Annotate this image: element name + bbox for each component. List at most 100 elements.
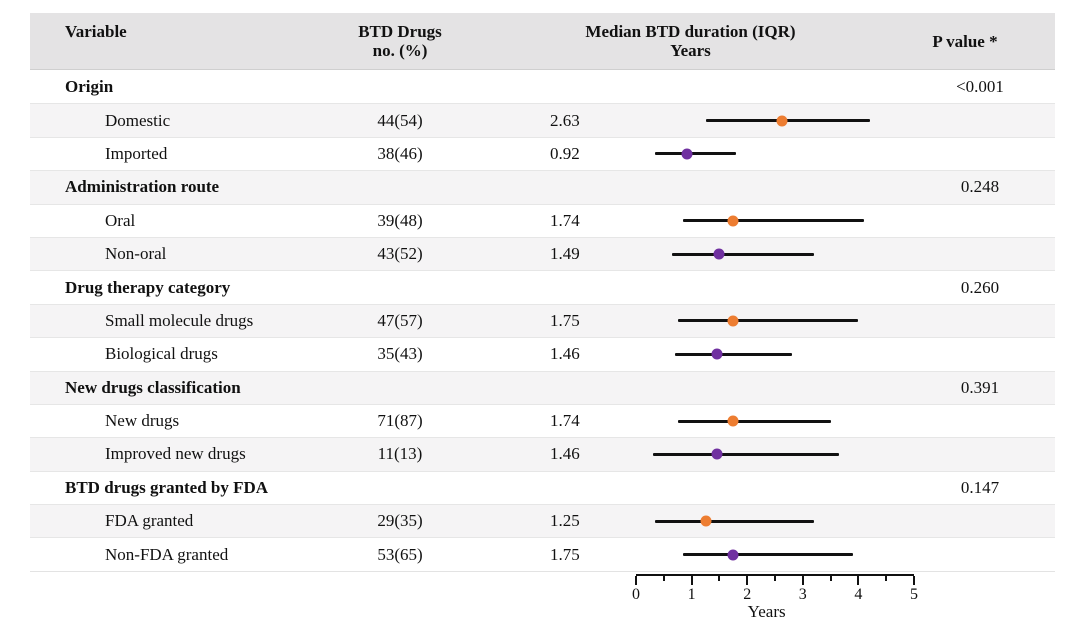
item-label: Domestic — [105, 110, 171, 130]
item-label: FDA granted — [105, 511, 194, 531]
iqr-bar — [677, 419, 831, 423]
p-value: 0.260 — [960, 277, 1000, 297]
plot-scale — [636, 238, 914, 270]
count-value: 35(43) — [377, 344, 423, 364]
x-axis-title: Years — [747, 601, 786, 621]
item-label: Non-FDA granted — [105, 544, 229, 564]
median-value: 0.92 — [550, 143, 580, 163]
iqr-bar — [672, 252, 814, 256]
x-axis-tick — [885, 575, 888, 581]
median-dot — [727, 549, 739, 561]
group-label: Administration route — [65, 177, 220, 197]
x-axis-tick-label: 3 — [798, 585, 807, 603]
iqr-bar — [683, 553, 853, 557]
iqr-bar — [652, 452, 839, 456]
header-btd-drugs-line2: no. (%) — [372, 41, 428, 60]
x-axis-tick-label: 2 — [743, 585, 752, 603]
median-dot — [681, 148, 693, 160]
median-value: 1.46 — [550, 444, 580, 464]
iqr-bar — [683, 219, 864, 223]
plot-cell — [610, 538, 925, 570]
group-row: Drug therapy category 0.260 — [30, 270, 1055, 304]
plot-cell — [610, 472, 925, 504]
group-row: Administration route 0.248 — [30, 170, 1055, 204]
header-btd-drugs: BTD Drugs no. (%) — [330, 13, 470, 69]
plot-cell — [610, 338, 925, 370]
median-dot — [727, 315, 739, 327]
plot-scale — [636, 338, 914, 370]
plot-scale — [636, 438, 914, 470]
median-value: 1.25 — [550, 511, 580, 531]
plot-scale — [636, 405, 914, 437]
x-axis-line — [636, 573, 914, 576]
x-axis-tick-label: 0 — [632, 585, 640, 603]
p-value: 0.248 — [960, 177, 1000, 197]
item-label: Small molecule drugs — [105, 310, 254, 330]
median-value: 1.74 — [550, 210, 580, 230]
item-row: Domestic 44(54) 2.63 — [30, 103, 1055, 137]
x-axis-tick-label: 5 — [910, 585, 918, 603]
group-row: BTD drugs granted by FDA 0.147 — [30, 470, 1055, 505]
header-median-duration: Median BTD duration (IQR) Years — [470, 13, 925, 69]
x-axis-tick-label: 4 — [854, 585, 863, 603]
count-value: 38(46) — [377, 143, 423, 163]
x-axis-tick — [718, 575, 721, 581]
group-label: New drugs classification — [65, 377, 241, 397]
p-value: <0.001 — [956, 76, 1004, 96]
header-variable: Variable — [65, 22, 127, 41]
item-label: Imported — [105, 143, 168, 163]
plot-cell — [610, 104, 925, 136]
p-value: 0.147 — [960, 477, 1000, 497]
median-dot — [776, 115, 788, 127]
group-row: New drugs classification 0.391 — [30, 370, 1055, 404]
median-value: 1.46 — [550, 344, 580, 364]
group-label: BTD drugs granted by FDA — [65, 477, 269, 497]
x-axis-tick — [690, 575, 693, 585]
plot-cell — [610, 171, 925, 203]
count-value: 53(65) — [377, 544, 423, 564]
median-value: 1.75 — [550, 310, 580, 330]
median-value: 1.74 — [550, 411, 580, 431]
x-axis: Years 0 1 2 3 4 5 — [632, 573, 918, 634]
count-value: 11(13) — [377, 444, 423, 464]
iqr-bar — [655, 152, 737, 156]
count-value: 44(54) — [377, 110, 423, 130]
median-value: 1.49 — [550, 244, 580, 264]
group-label: Origin — [65, 76, 114, 96]
header-btd-drugs-line1: BTD Drugs — [358, 22, 442, 41]
iqr-bar — [674, 352, 792, 356]
x-axis-area: Years 0 1 2 3 4 5 — [30, 572, 1055, 636]
count-value: 47(57) — [377, 310, 423, 330]
plot-scale — [636, 305, 914, 337]
item-row: New drugs 71(87) 1.74 — [30, 403, 1055, 438]
median-value: 1.75 — [550, 544, 580, 564]
x-axis-tick — [913, 575, 915, 585]
x-axis-tick — [746, 575, 749, 585]
iqr-bar — [655, 519, 814, 523]
plot-scale — [636, 104, 914, 136]
item-row: Non-FDA granted 53(65) 1.75 — [30, 537, 1055, 571]
plot-scale — [636, 505, 914, 537]
item-row: Small molecule drugs 47(57) 1.75 — [30, 303, 1055, 338]
count-value: 43(52) — [377, 244, 423, 264]
plot-scale — [636, 538, 914, 570]
median-dot — [727, 215, 739, 227]
item-row: Biological drugs 35(43) 1.46 — [30, 337, 1055, 371]
x-axis-tick — [774, 575, 776, 581]
plot-cell — [610, 405, 925, 437]
count-value: 29(35) — [377, 511, 423, 531]
median-value: 2.63 — [550, 110, 580, 130]
x-axis-tick-label: 1 — [687, 585, 696, 603]
plot-scale — [636, 205, 914, 237]
x-axis-tick — [662, 575, 665, 581]
plot-cell — [610, 205, 925, 237]
plot-cell — [610, 438, 925, 470]
plot-cell — [610, 70, 925, 103]
item-row: Non-oral 43(52) 1.49 — [30, 236, 1055, 271]
x-axis-tick — [829, 575, 832, 581]
x-axis-tick — [801, 575, 804, 585]
header-p-value: P value * — [932, 31, 998, 51]
median-dot — [711, 448, 723, 460]
item-label: Biological drugs — [105, 344, 218, 364]
item-row: Imported 38(46) 0.92 — [30, 136, 1055, 171]
